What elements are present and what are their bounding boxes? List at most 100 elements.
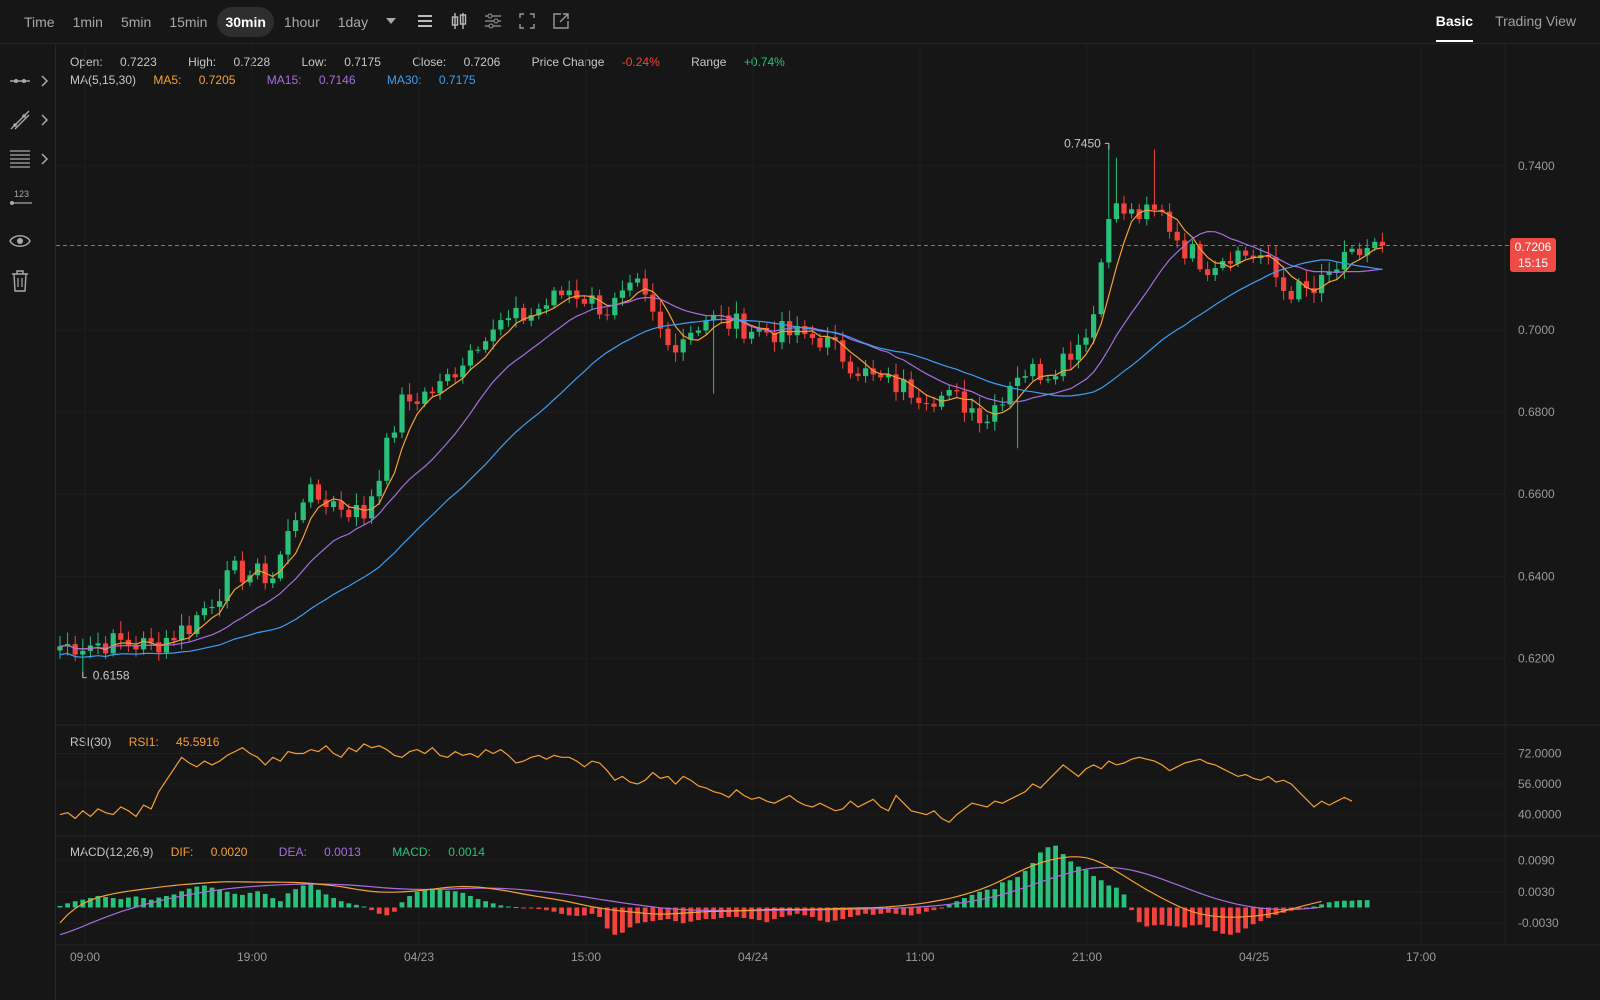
interval-time[interactable]: Time xyxy=(24,14,55,30)
candle-body-down xyxy=(923,403,929,405)
ohlc-legend: Open: 0.7223 High: 0.7228 Low: 0.7175 Cl… xyxy=(70,55,813,69)
trend-line-tool[interactable] xyxy=(8,107,52,137)
candle-body-down xyxy=(817,338,823,348)
close-label: Close: xyxy=(412,55,447,69)
macd-bar-negative xyxy=(794,907,800,914)
macd-bar-negative xyxy=(604,907,610,929)
svg-text:123: 123 xyxy=(14,189,29,199)
time-tick-label: 11:00 xyxy=(905,950,934,964)
macd-bar-positive xyxy=(460,892,466,908)
candle-body-up xyxy=(179,625,185,641)
low-marker-pointer xyxy=(82,671,87,679)
macd-bar-negative xyxy=(384,907,390,916)
macd-bar-positive xyxy=(118,899,124,908)
macd-bar-negative xyxy=(878,907,884,914)
candle-body-up xyxy=(437,381,443,394)
candle-body-up xyxy=(756,327,762,332)
macd-bar-positive xyxy=(969,894,975,908)
macd-bar-positive xyxy=(506,906,511,908)
macd-bar-negative xyxy=(612,907,618,935)
macd-bar-positive xyxy=(156,897,162,908)
candle-body-up xyxy=(232,560,238,571)
rsi-tick-label: 72.0000 xyxy=(1518,746,1562,760)
candle-body-down xyxy=(559,290,565,296)
macd-bar-negative xyxy=(1228,907,1233,935)
candle-body-up xyxy=(1334,269,1340,273)
macd-bar-negative xyxy=(528,907,534,909)
rsi1-readout: RSI1: 45.5916 xyxy=(129,735,234,749)
horizontal-line-tool[interactable] xyxy=(8,68,52,98)
ma30-line xyxy=(59,259,1383,658)
candle-body-up xyxy=(475,349,481,351)
macd-bar-positive xyxy=(1060,854,1066,908)
menu-icon[interactable] xyxy=(414,10,436,32)
interval-1day[interactable]: 1day xyxy=(337,14,369,30)
macd-bar-negative xyxy=(376,907,382,914)
ma30-value: 0.7175 xyxy=(438,73,476,87)
candle-body-up xyxy=(612,297,618,316)
rsi-indicator-name: RSI(30) xyxy=(70,735,112,749)
fibonacci-tool[interactable] xyxy=(8,146,52,176)
candle-body-up xyxy=(141,638,147,650)
eye-icon[interactable] xyxy=(8,228,52,258)
macd-bar-positive xyxy=(194,886,200,908)
macd-bar-negative xyxy=(756,907,762,921)
macd-bar-positive xyxy=(1334,901,1340,908)
candle-body-up xyxy=(1083,337,1089,345)
candle-body-up xyxy=(992,405,998,422)
price-label-tool[interactable]: 123 xyxy=(8,185,52,215)
interval-1hour[interactable]: 1hour xyxy=(283,14,320,30)
ma15-line xyxy=(59,230,1383,650)
time-tick-label: 04/24 xyxy=(738,950,768,964)
candle-body-up xyxy=(695,330,701,333)
close-value: 0.7206 xyxy=(463,55,501,69)
candle-body-up xyxy=(467,350,473,366)
tab-basic[interactable]: Basic xyxy=(1435,0,1474,42)
macd-bar-positive xyxy=(65,903,70,908)
macd-bar-positive xyxy=(1114,887,1119,908)
macd-bar-negative xyxy=(832,907,838,921)
candlestick-type-icon[interactable] xyxy=(448,10,470,32)
fullscreen-icon[interactable] xyxy=(516,10,538,32)
tab-trading-view[interactable]: Trading View xyxy=(1495,13,1576,29)
indicator-settings-icon[interactable] xyxy=(482,10,504,32)
macd-bar-positive xyxy=(1311,906,1317,908)
macd-bar-negative xyxy=(551,907,557,912)
macd-bar-positive xyxy=(475,899,481,908)
candle-body-down xyxy=(125,639,131,646)
more-intervals-dropdown[interactable] xyxy=(378,7,404,37)
macd-tick-label: 0.0030 xyxy=(1518,885,1555,899)
candle-body-up xyxy=(885,374,891,378)
candle-body-down xyxy=(741,313,747,339)
candle-body-up xyxy=(391,432,397,438)
candle-body-up xyxy=(635,278,641,283)
candle-body-up xyxy=(794,326,800,336)
macd-bar-positive xyxy=(1364,900,1370,908)
macd-bar-negative xyxy=(1212,907,1218,932)
macd-bar-negative xyxy=(1281,907,1286,913)
interval-30min[interactable]: 30min xyxy=(217,7,274,37)
candle-body-down xyxy=(787,321,793,336)
macd-bar-negative xyxy=(1243,907,1248,929)
candlestick-series xyxy=(57,145,1385,676)
candle-body-down xyxy=(429,391,435,394)
candle-body-up xyxy=(825,336,831,348)
rsi-tick-label: 40.0000 xyxy=(1518,808,1562,822)
share-icon[interactable] xyxy=(550,10,572,32)
macd-bar-negative xyxy=(741,907,747,918)
time-tick-label: 04/25 xyxy=(1239,950,1269,964)
candle-body-down xyxy=(452,374,458,378)
candle-body-up xyxy=(209,606,215,609)
macd-bar-negative xyxy=(1250,907,1256,925)
interval-5min[interactable]: 5min xyxy=(120,14,152,30)
macd-bar-negative xyxy=(734,907,739,917)
change-readout: Price Change -0.24% xyxy=(532,55,674,69)
interval-1min[interactable]: 1min xyxy=(72,14,103,30)
trash-icon[interactable] xyxy=(8,268,52,298)
candle-body-up xyxy=(749,331,755,339)
candle-body-up xyxy=(939,395,945,407)
interval-15min[interactable]: 15min xyxy=(169,14,208,30)
candle-body-up xyxy=(1364,248,1370,256)
macd-bar-negative xyxy=(817,907,823,921)
macd-bar-negative xyxy=(1152,907,1157,926)
